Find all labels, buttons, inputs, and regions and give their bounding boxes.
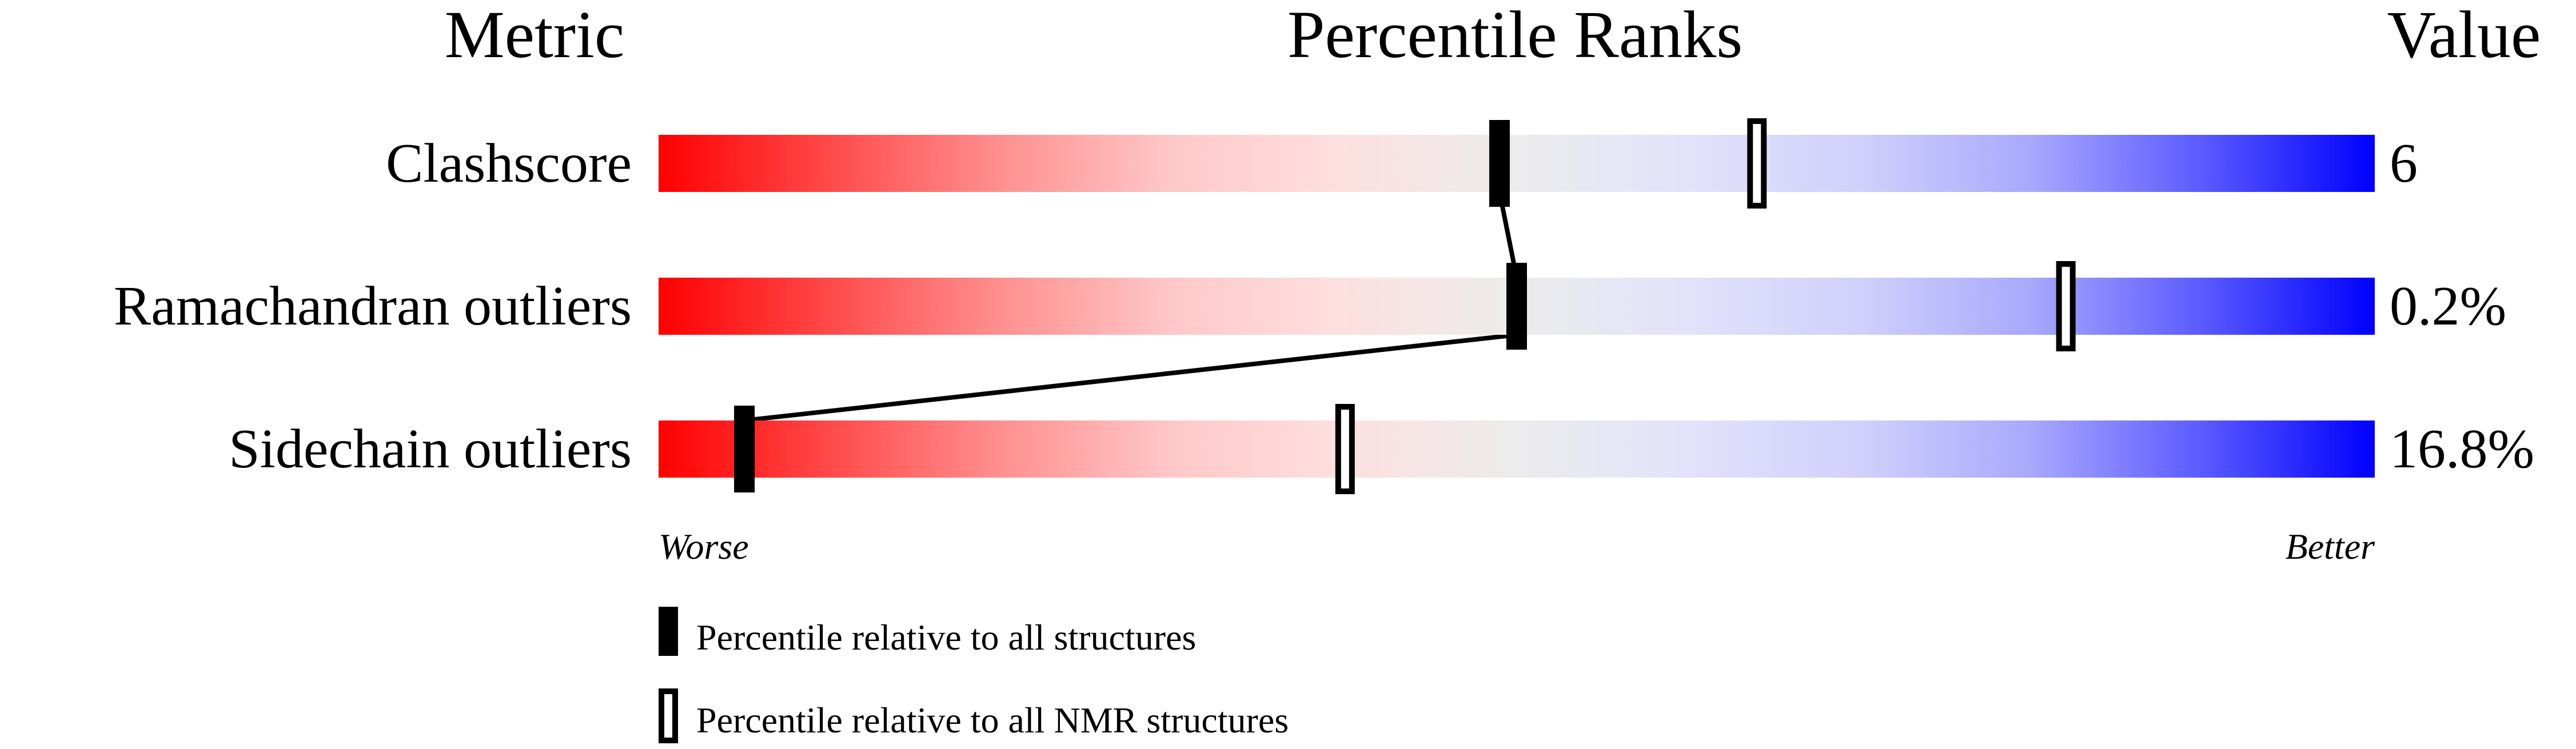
metric-row: Sidechain outliers 16.8%	[229, 404, 2534, 494]
metric-label: Clashscore	[386, 133, 632, 194]
marker-all-structures	[2056, 261, 2076, 351]
metric-row: Clashscore 6	[386, 118, 2418, 209]
metric-value: 6	[2390, 133, 2418, 194]
header-value: Value	[2387, 0, 2541, 72]
metric-row: Ramachandran outliers 0.2%	[114, 261, 2506, 351]
axis-label-worse: Worse	[659, 526, 749, 567]
percentile-bar	[659, 420, 2375, 478]
metric-value: 0.2%	[2390, 275, 2506, 337]
percentile-bar	[659, 135, 2375, 192]
marker-all-structures-filled	[1506, 263, 1527, 350]
axis-label-better: Better	[2286, 526, 2375, 567]
legend-label-all: Percentile relative to all structures	[696, 617, 1196, 658]
metric-value: 16.8%	[2390, 418, 2534, 480]
header-metric: Metric	[445, 0, 625, 72]
legend-marker-open	[659, 688, 678, 743]
metric-label: Sidechain outliers	[229, 418, 632, 480]
marker-all-structures	[1747, 118, 1767, 209]
marker-all-structures-filled	[734, 406, 755, 492]
header-percentile-ranks: Percentile Ranks	[1287, 0, 1742, 72]
marker-all-structures	[1335, 404, 1355, 494]
percentile-link-line	[744, 333, 1517, 423]
metric-label: Ramachandran outliers	[114, 275, 632, 337]
legend: Percentile relative to all structures Pe…	[659, 607, 1289, 743]
marker-all-structures-filled	[1489, 120, 1510, 207]
legend-marker-filled	[659, 607, 678, 656]
legend-label-nmr: Percentile relative to all NMR structure…	[696, 700, 1289, 740]
